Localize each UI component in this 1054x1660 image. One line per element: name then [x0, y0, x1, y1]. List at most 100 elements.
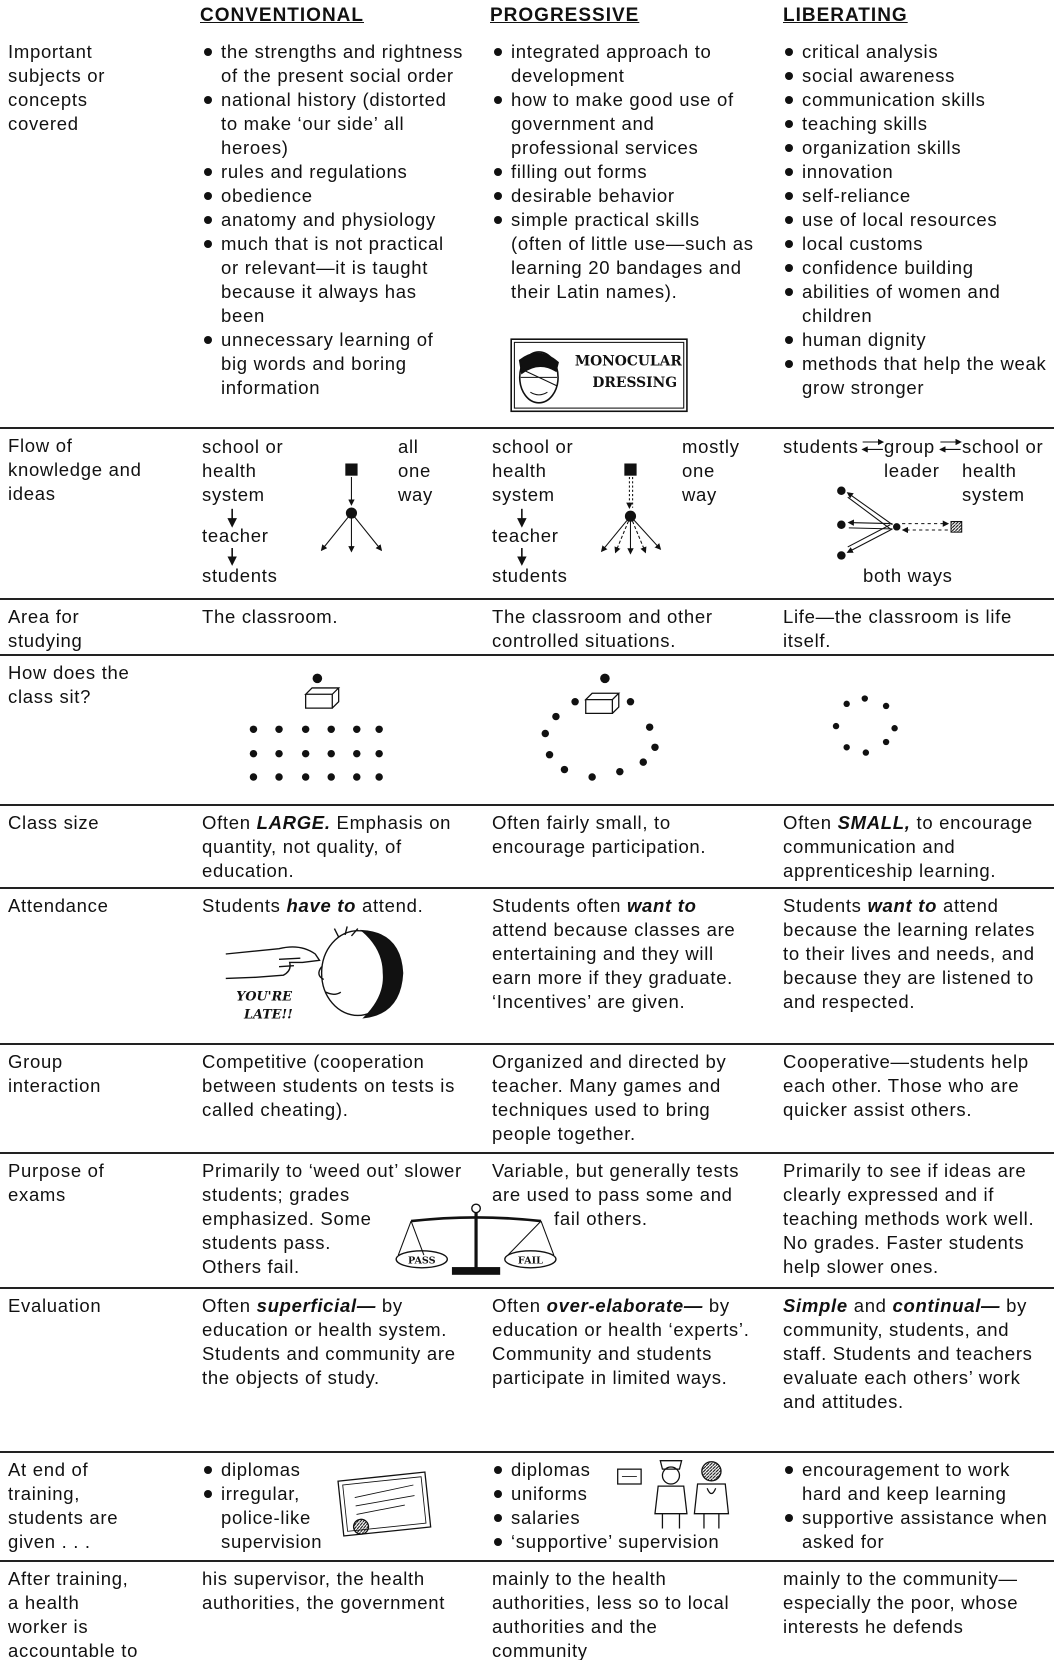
row-label: Group interaction: [8, 1051, 102, 1096]
flow-label: students: [783, 436, 859, 457]
cell-text: Often LARGE. Emphasis on quantity, not q…: [202, 811, 464, 883]
row-divider: [0, 1451, 1054, 1453]
bullet-item: organization skills: [785, 136, 1051, 160]
bullet-item: communication skills: [785, 88, 1051, 112]
text-run: Often: [783, 812, 838, 833]
row-label: Important subjects or concepts covered: [8, 41, 106, 134]
text-run: by education or health ‘experts’. Commun…: [492, 1295, 750, 1388]
text-run: Often: [202, 812, 257, 833]
text-run: by education or health system. Students …: [202, 1295, 456, 1388]
table-cell: Simple and continual— by community, stud…: [783, 1294, 1051, 1414]
text-run: Often: [492, 1295, 547, 1316]
text-run: Students: [783, 895, 868, 916]
text-run: The classroom.: [202, 606, 339, 627]
cell-text: Variable, but generally tests are used t…: [492, 1159, 754, 1231]
cell-text: Organized and directed by teacher. Many …: [492, 1050, 754, 1146]
row-label: Area for studying: [8, 606, 83, 651]
table-cell: Variable, but generally tests are used t…: [492, 1159, 754, 1287]
emphasis-text: Simple: [783, 1295, 848, 1316]
row-divider: [0, 1152, 1054, 1154]
table-cell: Organized and directed by teacher. Many …: [492, 1050, 754, 1146]
row-divider: [0, 427, 1054, 429]
bullet-item: filling out forms: [494, 160, 754, 184]
table-cell: Competitive (cooperation between student…: [202, 1050, 464, 1122]
illustration-label: LATE!!: [243, 1008, 293, 1023]
bullet-item: methods that help the weak grow stronger: [785, 352, 1051, 400]
row-label: Purpose of exams: [8, 1160, 105, 1205]
bullet-item: confidence building: [785, 256, 1051, 280]
table-cell: Students have to attend.: [202, 894, 464, 918]
text-run: Students often: [492, 895, 627, 916]
table-cell: mainly to the health authorities, less s…: [492, 1567, 754, 1660]
row-label: Evaluation: [8, 1295, 102, 1316]
column-header: LIBERATING: [783, 5, 908, 26]
bullet-item: rules and regulations: [204, 160, 464, 184]
table-cell: Often fairly small, to encourage partici…: [492, 811, 754, 859]
row-label: Attendance: [8, 895, 109, 916]
text-run: Primarily to ‘weed out’ slower students;…: [202, 1160, 462, 1277]
emphasis-text: want to: [867, 895, 938, 916]
text-run: Competitive (cooperation between student…: [202, 1051, 456, 1120]
bullet-item: encouragement to work hard and keep lear…: [785, 1458, 1051, 1506]
cell-text: Life—the classroom is life itself.: [783, 605, 1051, 653]
bullet-item: uniforms: [494, 1482, 754, 1506]
illustration-label: DRESSING: [592, 375, 677, 391]
text-run: mainly to the health authorities, less s…: [492, 1568, 730, 1660]
illustration-label: MONOCULAR: [575, 354, 683, 370]
text-run: attend because classes are entertaining …: [492, 919, 736, 1012]
table-cell: diplomas irregular, police-like supervisi…: [202, 1458, 352, 1554]
flow-label: teacher: [202, 525, 269, 546]
text-run: Organized and directed by teacher. Many …: [492, 1051, 727, 1144]
row-label: Flow of knowledge and ideas: [8, 435, 142, 504]
text-run: to encourage communication and apprentic…: [783, 812, 1033, 881]
bullet-item: social awareness: [785, 64, 1051, 88]
emphasis-text: superficial—: [256, 1295, 377, 1316]
cell-text: Primarily to ‘weed out’ slower students;…: [202, 1159, 464, 1279]
bullet-list: critical analysis social awareness communi…: [783, 40, 1051, 400]
bullet-list: the strengths and rightness of the prese…: [202, 40, 464, 400]
table-cell: mainly to the community—especially the p…: [783, 1567, 1051, 1639]
table-cell: The classroom and other controlled situa…: [492, 605, 754, 653]
bullet-item: unnecessary learning of big words and bo…: [204, 328, 464, 400]
table-cell: Often superficial— by education or healt…: [202, 1294, 464, 1390]
cell-text: Students have to attend.: [202, 894, 464, 918]
table-cell: Students often want to attend because cl…: [492, 894, 754, 1014]
cell-text: Students often want to attend because cl…: [492, 894, 754, 1014]
column-header: PROGRESSIVE: [490, 5, 640, 26]
emphasis-text: over-elaborate—: [546, 1295, 704, 1316]
bullet-item: anatomy and physiology: [204, 208, 464, 232]
text-run: The classroom and other controlled situa…: [492, 606, 713, 651]
flow-label: school or health system: [962, 436, 1044, 505]
bullet-item: national history (distorted to make ‘our…: [204, 88, 464, 160]
column-header: CONVENTIONAL: [200, 5, 364, 26]
bullet-item: how to make good use of government and p…: [494, 88, 754, 160]
cell-text: mainly to the health authorities, less s…: [492, 1567, 754, 1660]
text-run: Emphasis on quantity, not quality, of ed…: [202, 812, 452, 881]
cell-text: Simple and continual— by community, stud…: [783, 1294, 1051, 1414]
bullet-item: critical analysis: [785, 40, 1051, 64]
table-cell: integrated approach to development how to…: [492, 40, 754, 304]
bullet-item: use of local resources: [785, 208, 1051, 232]
bullet-list: diplomas uniforms salaries ‘supportive’ sup…: [492, 1458, 754, 1554]
text-run: Often: [202, 1295, 257, 1316]
cell-text: The classroom and other controlled situa…: [492, 605, 754, 653]
bullet-item: irregular, police-like supervision: [204, 1482, 352, 1554]
row-divider: [0, 598, 1054, 600]
text-run: attend because the learning relates to t…: [783, 895, 1036, 1012]
text-run: Primarily to see if ideas are clearly ex…: [783, 1160, 1035, 1277]
text-run: mainly to the community—especially the p…: [783, 1568, 1019, 1637]
table-cell: critical analysis social awareness communi…: [783, 40, 1051, 400]
bullet-list: encouragement to work hard and keep lear…: [783, 1458, 1051, 1554]
cell-text: Students want to attend because the lear…: [783, 894, 1051, 1014]
text-run: Cooperative—students help each other. Th…: [783, 1051, 1029, 1120]
row-label: Class size: [8, 812, 100, 833]
bullet-item: self-reliance: [785, 184, 1051, 208]
bullet-item: teaching skills: [785, 112, 1051, 136]
table-cell: his supervisor, the health authorities, …: [202, 1567, 464, 1615]
text-run: attend.: [356, 895, 424, 916]
bullet-item: diplomas: [494, 1458, 754, 1482]
monocular-dressing: MONOCULAR DRESSING: [510, 338, 688, 413]
flow-label: school or health system: [202, 436, 284, 505]
bullet-item: simple practical skills (often of little…: [494, 209, 754, 302]
